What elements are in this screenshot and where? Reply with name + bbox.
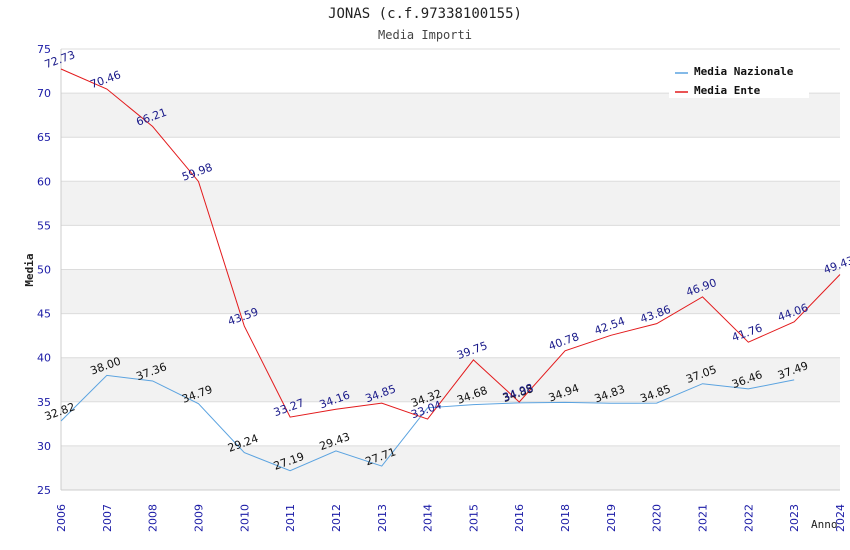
grid-band: [61, 269, 840, 314]
series-line-media-ente: [60, 68, 841, 420]
x-tick-label: 2011: [284, 504, 297, 532]
x-tick-label: 2020: [651, 504, 664, 532]
grid-band: [61, 225, 840, 270]
x-tick-label: 2013: [376, 504, 389, 532]
x-axis-ticks: 2006 2007 2008 2009 2010 2011 2012 2013 2014 2015…: [55, 504, 847, 532]
chart-title: JONAS (c.f.97338100155): [328, 6, 522, 22]
x-tick-label: 2022: [742, 504, 755, 532]
y-tick-label: 45: [37, 308, 51, 321]
series-lines: [60, 68, 841, 472]
legend-label-media-ente: Media Ente: [694, 84, 761, 97]
grid-band: [61, 357, 840, 402]
x-tick-label: 2007: [101, 504, 114, 532]
background-bands: [61, 49, 840, 490]
x-tick-label: 2006: [55, 504, 68, 532]
legend: Media Nazionale Media Ente: [669, 60, 809, 98]
y-tick-label: 50: [37, 264, 51, 277]
y-tick-label: 40: [37, 352, 51, 365]
grid-band: [61, 401, 840, 446]
x-tick-label: 2018: [559, 504, 572, 532]
x-tick-label: 2014: [422, 504, 435, 532]
series-line-media-nazionale: [60, 374, 795, 472]
y-tick-label: 65: [37, 131, 51, 144]
legend-box: [669, 60, 809, 98]
grid-lines: [60, 48, 840, 491]
x-tick-label: 2010: [238, 504, 251, 532]
y-axis-ticks: 25 30 35 40 45 50 55 60 65 70 75: [37, 43, 51, 497]
grid-band: [61, 313, 840, 358]
x-tick-label: 2008: [147, 504, 160, 532]
y-tick-label: 70: [37, 87, 51, 100]
x-tick-label: 2023: [788, 504, 801, 532]
y-tick-label: 25: [37, 484, 51, 497]
y-tick-label: 75: [37, 43, 51, 56]
grid-band: [61, 137, 840, 182]
chart-subtitle: Media Importi: [378, 28, 472, 42]
y-tick-label: 30: [37, 440, 51, 453]
y-tick-label: 55: [37, 219, 51, 232]
x-tick-label: 2015: [467, 504, 480, 532]
x-tick-label: 2012: [330, 504, 343, 532]
y-tick-label: 35: [37, 396, 51, 409]
grid-band: [61, 93, 840, 138]
x-axis-label: Anno: [811, 518, 838, 531]
x-tick-label: 2024: [834, 504, 847, 532]
x-tick-label: 2016: [513, 504, 526, 532]
x-tick-label: 2019: [605, 504, 618, 532]
y-axis-label: Media: [23, 253, 36, 286]
x-tick-label: 2021: [697, 504, 710, 532]
grid-band: [61, 181, 840, 226]
legend-label-media-nazionale: Media Nazionale: [694, 65, 794, 78]
y-tick-label: 60: [37, 175, 51, 188]
x-tick-label: 2009: [192, 504, 205, 532]
grid-band: [61, 445, 840, 490]
